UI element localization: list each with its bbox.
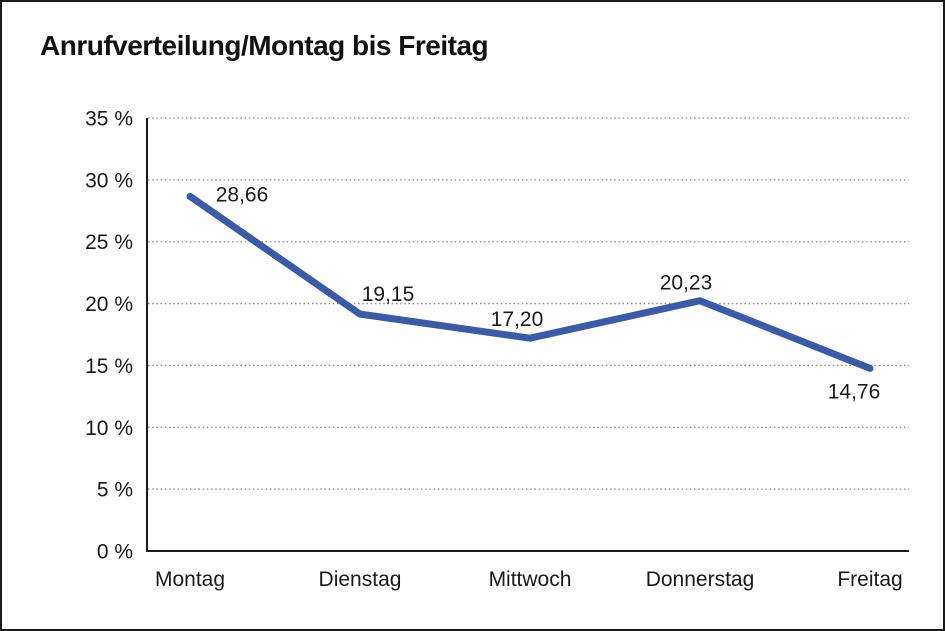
data-point-label: 19,15 [362,283,415,306]
x-tick-label: Mittwoch [489,568,572,591]
x-tick-label: Donnerstag [646,568,755,591]
y-tick-label: 0 % [97,541,133,564]
y-tick-label: 35 % [85,108,133,131]
series-line-group [186,192,874,372]
y-tick-label: 5 % [97,479,133,502]
data-point-label: 14,76 [828,380,881,403]
series-line [186,192,874,372]
y-tick-label: 30 % [85,169,133,192]
x-tick-label: Freitag [837,568,902,591]
axes [146,118,909,552]
x-axis-labels: Montag Dienstag Mittwoch Donnerstag Freitag [155,568,903,591]
data-point-label: 28,66 [216,183,269,206]
x-tick-label: Dienstag [319,568,402,591]
data-labels: 28,66 19,15 17,20 20,23 14,76 [216,183,881,403]
y-axis-labels: 0 % 5 % 10 % 15 % 20 % 25 % 30 % 35 % [85,108,133,564]
y-tick-label: 25 % [85,231,133,254]
data-point-label: 20,23 [660,272,713,295]
data-point-label: 17,20 [491,308,544,331]
y-tick-label: 20 % [85,293,133,316]
chart-title: Anrufverteilung/Montag bis Freitag [40,30,489,61]
gridlines [148,117,909,490]
x-tick-label: Montag [155,568,225,591]
y-tick-label: 15 % [85,355,133,378]
y-tick-label: 10 % [85,417,133,440]
